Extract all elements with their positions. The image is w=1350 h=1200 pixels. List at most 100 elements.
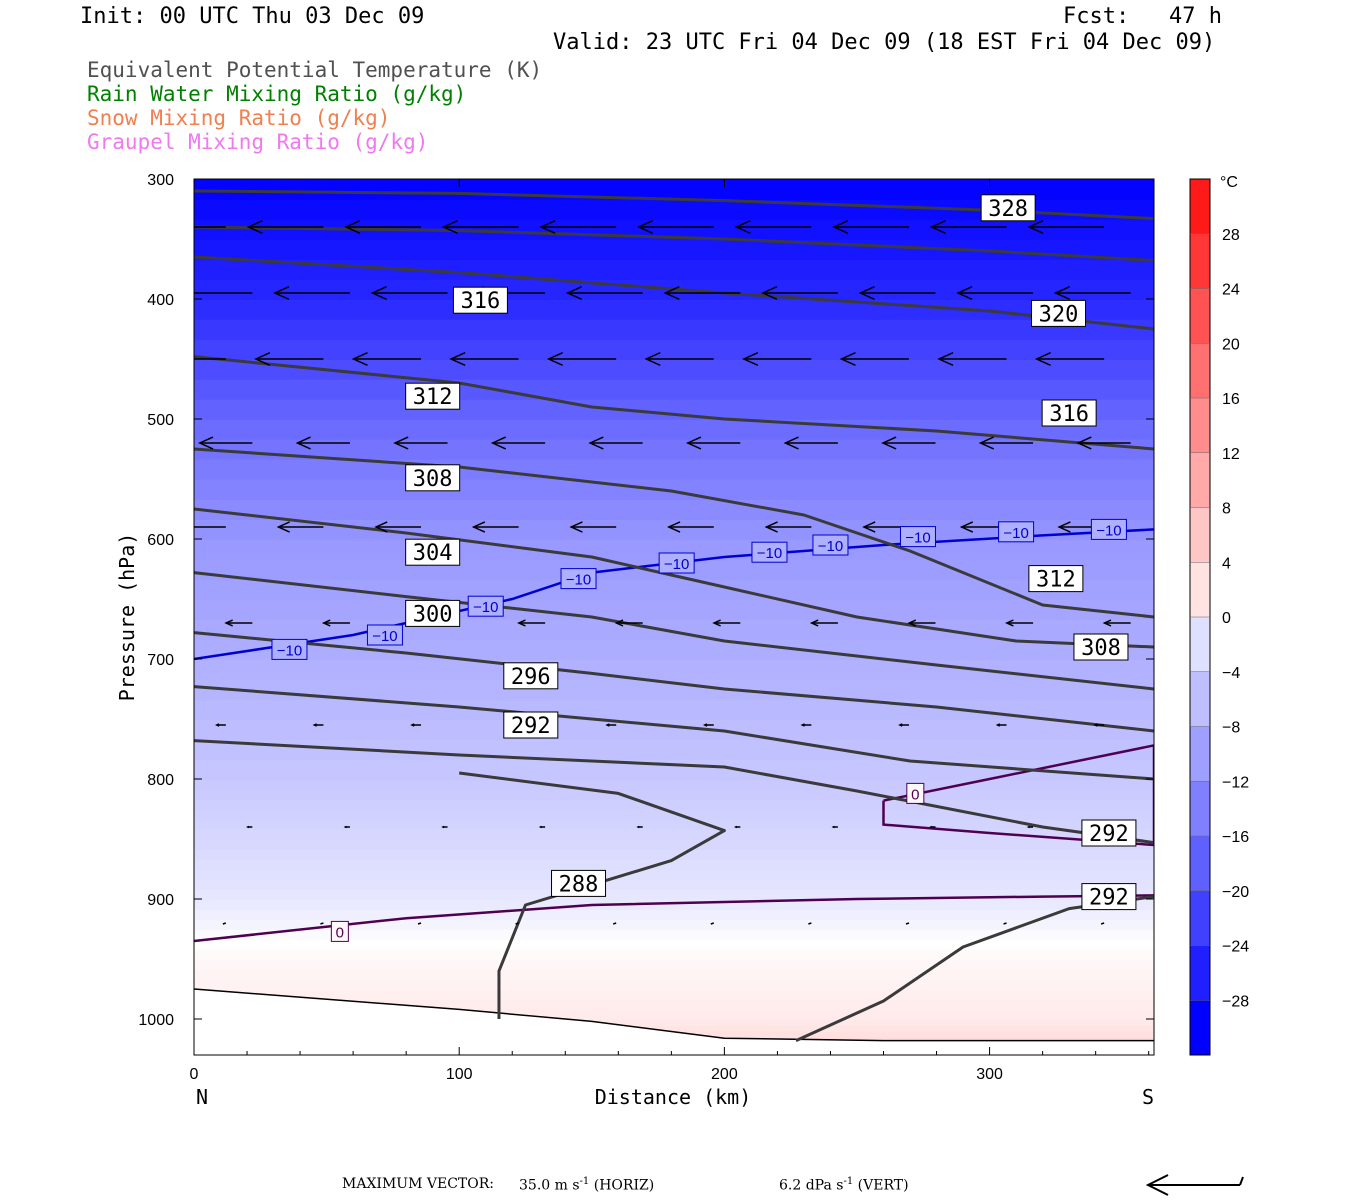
isotherm-label-box (906, 782, 925, 804)
isotherm-label-box (812, 534, 849, 556)
isotherm-label: 0 (336, 924, 344, 941)
theta-e-label: 296 (511, 665, 551, 690)
temperature-band (194, 1019, 1154, 1026)
isotherm-label: −10 (372, 628, 397, 645)
wind-vector-head (937, 352, 954, 366)
wind-vector-head (1027, 220, 1044, 234)
isotherm-label: −10 (473, 599, 498, 616)
wind-vector-head (370, 286, 387, 300)
wind-vector-head (312, 723, 317, 727)
vert-tag: (VERT) (857, 1177, 909, 1194)
temperature-band (194, 919, 1154, 930)
max-vector-label: MAXIMUM VECTOR: (342, 1176, 494, 1192)
y-tick-label: 900 (147, 892, 174, 909)
wind-vector (710, 922, 715, 925)
colorbar-swatch (1190, 233, 1210, 289)
x-tick-label: 300 (976, 1066, 1003, 1083)
wind-vector-head (538, 825, 543, 829)
theta-e-label-box (1031, 299, 1087, 327)
y-tick-label: 500 (147, 412, 174, 429)
theta-e-label: 288 (559, 872, 599, 897)
wind-vector-head (1076, 436, 1092, 450)
wind-vector-head (539, 220, 556, 234)
wind-vector-head (343, 825, 347, 829)
x-tick-label: 200 (711, 1066, 738, 1083)
wind-vector-head (956, 286, 973, 300)
wind-vector-head (898, 723, 903, 727)
wind-vector-head (565, 286, 583, 300)
temperature-band (194, 989, 1154, 1000)
colorbar-swatch (1190, 398, 1210, 454)
colorbar-tick-label: −4 (1222, 665, 1240, 682)
wind-vector-head (490, 436, 507, 450)
isotherm-label: 0 (911, 786, 919, 803)
wind-vector-head (929, 825, 933, 829)
max-vector-arrow (1145, 1174, 1244, 1196)
theta-e-label: 316 (1049, 402, 1089, 427)
plot-frame (193, 178, 1155, 1056)
colorbar-swatch (1190, 836, 1210, 892)
isotherm-label-box (330, 920, 349, 942)
wind-vector-head (1026, 825, 1031, 829)
theta-e-label-box (1081, 819, 1137, 847)
colorbar-swatch (1190, 890, 1210, 946)
colorbar-swatch (1190, 726, 1210, 782)
theta-e-label-box (405, 599, 461, 627)
theta-e-label-box (1081, 883, 1137, 911)
colorbar-tick-label: 4 (1222, 555, 1231, 572)
temperature-band (194, 999, 1154, 1010)
colorbar-swatch (1190, 781, 1210, 837)
isotherm-label-box (271, 638, 308, 660)
isotherm-label: −10 (277, 642, 302, 659)
isotherm-label: −10 (818, 538, 843, 555)
wind-vector-head (181, 522, 192, 532)
temperature-band (194, 909, 1154, 920)
terrain-mask (193, 988, 1154, 1055)
wind-vector-head (1004, 619, 1014, 627)
colorbar: 28 24 20 16 12 8 4 0 −4 −8 −12 −16 −20 −24 −28 (1189, 178, 1249, 1056)
wind-vector-head (254, 352, 271, 366)
wind-vector-head (214, 723, 220, 727)
temperature-band (194, 659, 1154, 680)
theta-e-label: 292 (1089, 822, 1129, 847)
isotherm-label-box (467, 595, 504, 617)
wind-vector-head (374, 521, 388, 533)
theta-e-label: 308 (1081, 636, 1121, 661)
theta-e-label: 308 (413, 467, 453, 492)
y-tick-label: 300 (147, 172, 174, 189)
wind-vector-head (839, 352, 856, 366)
isotherm-label-box (366, 624, 403, 646)
wind-vector-head (441, 220, 458, 234)
isotherm-label: −10 (1096, 522, 1121, 539)
colorbar-tick-label: −20 (1222, 884, 1249, 901)
theta-e-label: 312 (1036, 568, 1076, 593)
x-end-label-left: N (196, 1085, 208, 1109)
wind-vector-head (742, 352, 759, 366)
wind-vector-head (685, 436, 702, 450)
theta-e-label: 320 (1039, 302, 1079, 327)
temperature-band (194, 959, 1154, 970)
wind-vector-head (246, 825, 250, 829)
isotherm-label: −10 (566, 572, 591, 589)
theta-e-label-box (503, 711, 559, 739)
wind-vector-head (158, 353, 172, 366)
wind-vector-head (663, 286, 680, 300)
isotherm-label-box (1090, 518, 1127, 540)
theta-e-label: 300 (413, 602, 453, 627)
wind-vector-head (605, 723, 610, 727)
theta-e-label-box (405, 464, 461, 492)
temperature-band (194, 359, 1154, 380)
wind-vector-head (809, 619, 819, 627)
isotherm-label-box (751, 541, 788, 563)
temperature-band (194, 819, 1154, 830)
theta-e-label: 316 (461, 289, 501, 314)
wind-vector-head (449, 352, 466, 366)
theta-e-label-box (1073, 633, 1129, 661)
temperature-band (194, 419, 1154, 440)
axes: 300 400 500 600 700 800 900 1000 0 100 200 300 (138, 172, 1154, 1083)
temperature-band (194, 929, 1154, 940)
wind-vector (320, 922, 324, 925)
colorbar-tick-label: −8 (1222, 720, 1240, 737)
temperature-band (194, 879, 1154, 890)
wind-vector (1100, 922, 1105, 925)
